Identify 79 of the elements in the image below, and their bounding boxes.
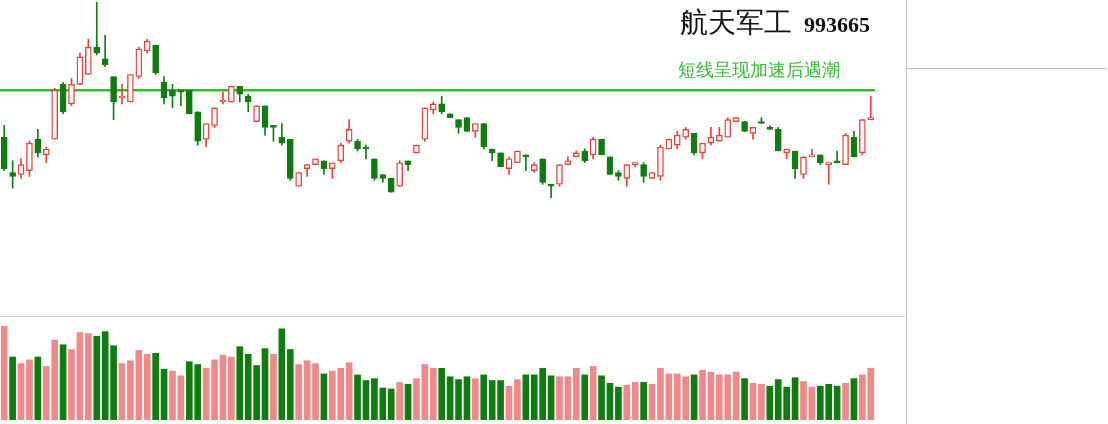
- bar: [463, 376, 471, 420]
- bar: [312, 363, 319, 420]
- bar: [606, 383, 614, 420]
- candlestick: [825, 162, 833, 185]
- chart-title: 航天军工: [680, 6, 792, 39]
- bar: [59, 344, 67, 420]
- bar: [547, 375, 555, 420]
- bar: [699, 369, 706, 420]
- bar: [295, 364, 303, 420]
- bar: [278, 328, 286, 420]
- bar: [9, 356, 16, 420]
- bar: [202, 367, 210, 420]
- bar: [421, 364, 429, 420]
- bar: [387, 388, 395, 420]
- bar: [741, 378, 748, 420]
- bar: [34, 356, 42, 420]
- bar: [707, 371, 715, 420]
- bar: [76, 332, 84, 420]
- bar: [480, 374, 488, 420]
- candlestick: [867, 95, 875, 120]
- bar: [446, 376, 454, 420]
- bar: [177, 375, 185, 420]
- bar: [354, 374, 361, 420]
- bar: [648, 383, 656, 420]
- bar: [404, 383, 412, 420]
- bar: [564, 376, 572, 420]
- bar: [657, 367, 664, 420]
- bar: [438, 367, 446, 420]
- bar: [800, 381, 807, 420]
- bar: [93, 336, 101, 420]
- bar: [598, 375, 605, 420]
- bar: [270, 353, 277, 420]
- bar: [589, 366, 597, 420]
- bar: [143, 353, 151, 420]
- bar: [396, 382, 403, 420]
- bar: [152, 352, 159, 420]
- bar: [850, 378, 858, 420]
- bar: [303, 360, 311, 420]
- candlestick: [93, 2, 101, 56]
- bar: [261, 348, 269, 420]
- candlestick: [101, 34, 109, 68]
- bar: [623, 384, 631, 420]
- bar: [749, 383, 757, 420]
- bar: [85, 333, 92, 420]
- bar: [362, 380, 370, 420]
- bar: [118, 363, 126, 420]
- bar: [160, 368, 168, 420]
- bar: [236, 346, 244, 420]
- bar: [631, 382, 639, 420]
- bar: [472, 378, 479, 420]
- bar: [791, 377, 799, 420]
- bar: [228, 356, 235, 420]
- bar: [345, 362, 353, 420]
- bar: [413, 378, 420, 420]
- bar: [556, 376, 563, 420]
- bar: [429, 367, 437, 420]
- candlestick: [547, 183, 555, 198]
- bar: [581, 374, 589, 420]
- bar: [0, 326, 8, 420]
- bar: [68, 349, 75, 420]
- bar: [169, 370, 176, 420]
- bar: [26, 359, 33, 420]
- bar: [640, 382, 647, 420]
- bar: [219, 354, 227, 420]
- bar: [514, 379, 521, 420]
- bar: [758, 383, 765, 420]
- bar: [572, 367, 580, 420]
- bar: [455, 379, 462, 420]
- bar: [615, 386, 622, 420]
- bar: [101, 331, 109, 420]
- text: 993665: [804, 12, 870, 37]
- bar: [808, 386, 816, 420]
- bar: [842, 383, 849, 420]
- bar: [732, 371, 740, 420]
- bar: [286, 349, 294, 420]
- bar: [211, 359, 218, 420]
- bar: [17, 363, 25, 420]
- ref-line-label: 短线呈现加速后遇潮: [678, 58, 840, 80]
- bar: [110, 345, 117, 420]
